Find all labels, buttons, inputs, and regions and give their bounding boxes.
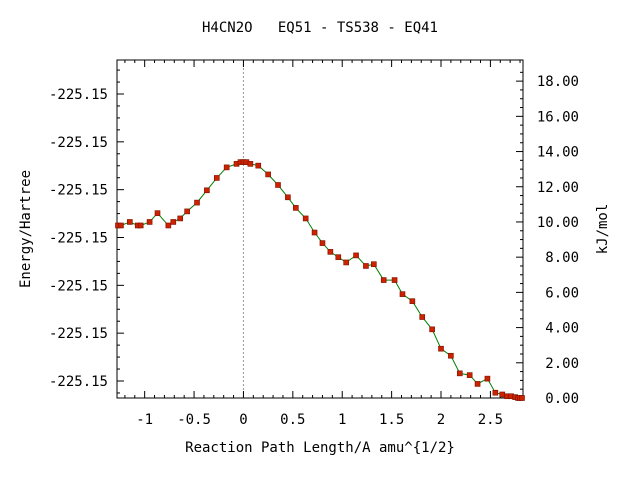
data-point (343, 259, 349, 266)
left-tick-label: -225.15 (49, 183, 108, 199)
left-tick-label: -225.15 (49, 326, 108, 342)
data-point (363, 263, 369, 269)
right-tick-label: 4.00 (545, 321, 579, 337)
data-point (474, 381, 481, 387)
data-point (391, 277, 398, 283)
data-point (247, 161, 254, 167)
left-tick-label: -225.15 (49, 374, 108, 390)
right-tick-label: 10.00 (537, 215, 579, 231)
right-tick-label: 8.00 (545, 250, 579, 266)
data-point (292, 205, 299, 211)
data-point (311, 229, 318, 236)
data-point (118, 222, 124, 229)
x-axis-ticks: -1 -0.5 0 0.5 1 1.5 2 2.5 (124, 60, 521, 428)
data-point (438, 345, 444, 352)
energy-curve (118, 161, 522, 399)
data-point (429, 326, 435, 333)
right-tick-label: 16.00 (537, 109, 579, 125)
data-point (275, 182, 281, 188)
x-axis-label: Reaction Path Length/A amu^{1/2} (185, 440, 455, 456)
right-tick-label: 6.00 (545, 285, 579, 301)
data-point (184, 208, 190, 215)
data-point (170, 219, 177, 225)
data-point (127, 219, 133, 225)
data-point (177, 215, 184, 222)
data-point (146, 219, 153, 225)
x-tick-label: 1 (338, 412, 346, 428)
left-tick-label: -225.15 (49, 135, 108, 151)
x-tick-label: 0.5 (280, 412, 305, 428)
left-axis-ticks: -225.15 -225.15 -225.15 -225.15 -225.15 -225.… (49, 69, 124, 394)
right-tick-label: 12.00 (537, 180, 579, 196)
data-point (380, 277, 387, 283)
right-tick-label: 14.00 (537, 145, 579, 161)
data-points (115, 159, 525, 401)
data-point (499, 391, 506, 398)
data-point (137, 222, 144, 229)
right-tick-label: 18.00 (537, 74, 579, 90)
data-point (255, 162, 262, 169)
data-point (154, 210, 161, 216)
data-point (371, 261, 377, 268)
data-point (327, 249, 334, 255)
data-point (409, 298, 416, 304)
x-tick-label: -1 (136, 412, 153, 428)
x-tick-label: 2 (437, 412, 445, 428)
data-point (353, 252, 359, 259)
left-tick-label: -225.15 (49, 278, 108, 294)
data-point (492, 389, 499, 396)
data-point (448, 352, 454, 359)
data-point (319, 240, 326, 246)
plot-frame (116, 59, 524, 399)
left-axis-label: Energy/Hartree (18, 170, 34, 288)
x-tick-label: 1.5 (379, 412, 404, 428)
data-point (335, 254, 342, 260)
left-tick-label: -225.15 (49, 87, 108, 103)
right-tick-label: 0.00 (545, 391, 579, 407)
right-axis-ticks: 0.00 2.00 4.00 6.00 8.00 10.00 12.00 14.00 16.00… (516, 71, 579, 407)
data-point (194, 199, 200, 206)
left-tick-label: -225.15 (49, 231, 108, 247)
data-point (302, 215, 309, 222)
data-point (165, 222, 172, 229)
data-point (285, 194, 291, 201)
data-point (466, 372, 473, 378)
x-tick-label: 2.5 (478, 412, 503, 428)
x-tick-label: 0 (239, 412, 247, 428)
data-point (265, 171, 271, 178)
data-point (519, 395, 525, 401)
data-point (484, 375, 491, 382)
data-point (213, 175, 220, 181)
data-point (419, 314, 426, 320)
chart-title: H4CN2O EQ51 - TS538 - EQ41 (202, 20, 438, 36)
data-point (456, 370, 463, 377)
x-tick-label: -0.5 (177, 412, 211, 428)
right-axis-label: kJ/mol (595, 204, 611, 255)
data-point (223, 164, 230, 171)
data-point (399, 291, 406, 297)
right-tick-label: 2.00 (545, 356, 579, 372)
data-point (204, 187, 210, 194)
